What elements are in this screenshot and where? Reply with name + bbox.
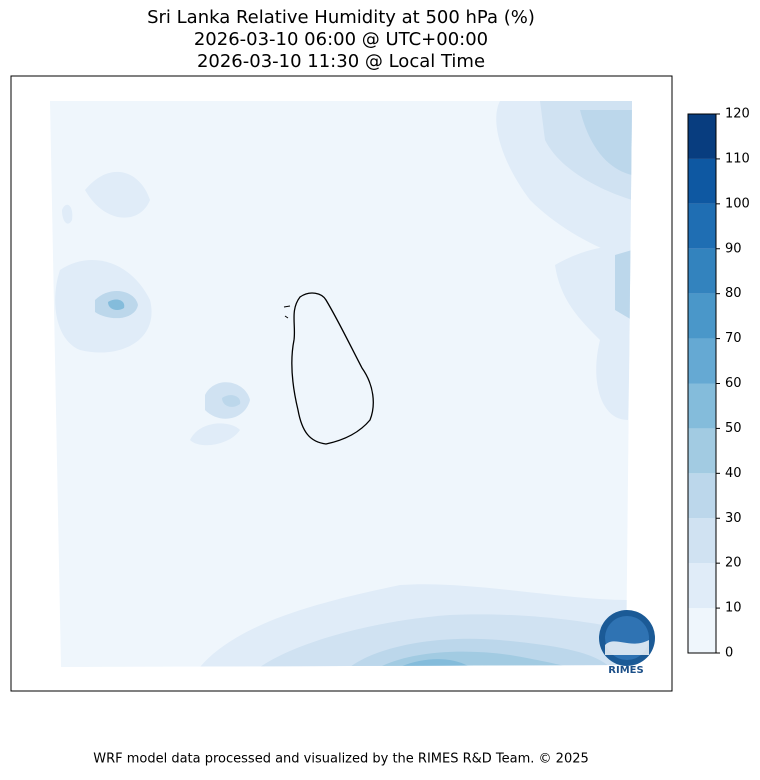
- contours: [55, 101, 632, 667]
- colorbar-tick-label: 110: [725, 151, 750, 166]
- footer-text: WRF model data processed and visualized …: [93, 752, 589, 767]
- colorbar-band: [688, 608, 716, 653]
- map: RIMES: [10, 75, 673, 692]
- colorbar: 0 10 20 30 40 50 60 70 80 90 100 110 120: [687, 107, 750, 661]
- colorbar-tick-label: 80: [725, 286, 742, 301]
- colorbar-band: [688, 114, 716, 159]
- colorbar-band: [688, 383, 716, 429]
- map-frame: [10, 75, 673, 692]
- title-line: Sri Lanka Relative Humidity at 500 hPa (…: [147, 7, 535, 28]
- colorbar-tick-label: 10: [725, 601, 742, 616]
- colorbar-band: [688, 203, 716, 249]
- colorbar-tick-label: 100: [725, 196, 750, 211]
- colorbar-tick-label: 20: [725, 556, 742, 571]
- sri-lanka-coast: [291, 292, 374, 445]
- colorbar-band: [688, 338, 716, 384]
- colorbar-tick-label: 70: [725, 331, 742, 346]
- colorbar-band: [688, 428, 716, 474]
- map-domain: [50, 101, 632, 667]
- colorbar-tick-label: 30: [725, 511, 742, 526]
- colorbar-tick-label: 0: [725, 646, 733, 661]
- colorbar-tick-label: 50: [725, 421, 742, 436]
- colorbar-band: [688, 473, 716, 519]
- colorbar-band: [688, 518, 716, 564]
- logo-label: RIMES: [608, 665, 643, 676]
- colorbar-tick-label: 60: [725, 376, 742, 391]
- title-line: 2026-03-10 11:30 @ Local Time: [197, 51, 485, 72]
- colorbar-band: [688, 293, 716, 339]
- logo: RIMES: [599, 610, 655, 676]
- colorbar-tick-label: 90: [725, 241, 742, 256]
- islands: [283, 305, 291, 319]
- colorbar-tick-label: 40: [725, 466, 742, 481]
- colorbar-band: [688, 248, 716, 294]
- colorbar-band: [688, 158, 716, 204]
- colorbar-band: [688, 563, 716, 609]
- title-line: 2026-03-10 06:00 @ UTC+00:00: [194, 29, 488, 50]
- colorbar-tick-label: 120: [725, 107, 750, 122]
